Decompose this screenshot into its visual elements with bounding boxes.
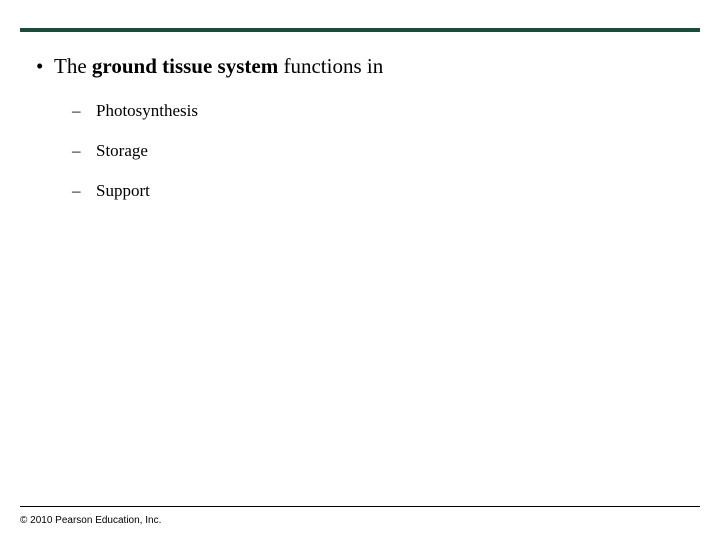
- slide: • The ground tissue system functions in …: [0, 0, 720, 540]
- main-bullet-bold: ground tissue system: [92, 54, 278, 78]
- main-bullet-prefix: The: [54, 54, 92, 78]
- sub-bullet-row: – Photosynthesis: [72, 101, 684, 121]
- sub-bullet-text: Support: [96, 181, 684, 201]
- bullet-dot-icon: •: [36, 54, 54, 79]
- top-rule-line: [20, 28, 700, 32]
- sub-bullet-text: Photosynthesis: [96, 101, 684, 121]
- bottom-rule-line: [20, 506, 700, 507]
- sub-bullet-text: Storage: [96, 141, 684, 161]
- sub-bullet-row: – Support: [72, 181, 684, 201]
- dash-icon: –: [72, 141, 96, 161]
- sub-bullet-row: – Storage: [72, 141, 684, 161]
- copyright-text: © 2010 Pearson Education, Inc.: [20, 515, 161, 526]
- slide-content: • The ground tissue system functions in …: [36, 54, 684, 221]
- sub-bullet-list: – Photosynthesis – Storage – Support: [72, 101, 684, 201]
- main-bullet-row: • The ground tissue system functions in: [36, 54, 684, 79]
- dash-icon: –: [72, 101, 96, 121]
- main-bullet-text: The ground tissue system functions in: [54, 54, 684, 79]
- copyright-footer: © 2010 Pearson Education, Inc.: [20, 515, 161, 526]
- main-bullet-suffix: functions in: [278, 54, 383, 78]
- dash-icon: –: [72, 181, 96, 201]
